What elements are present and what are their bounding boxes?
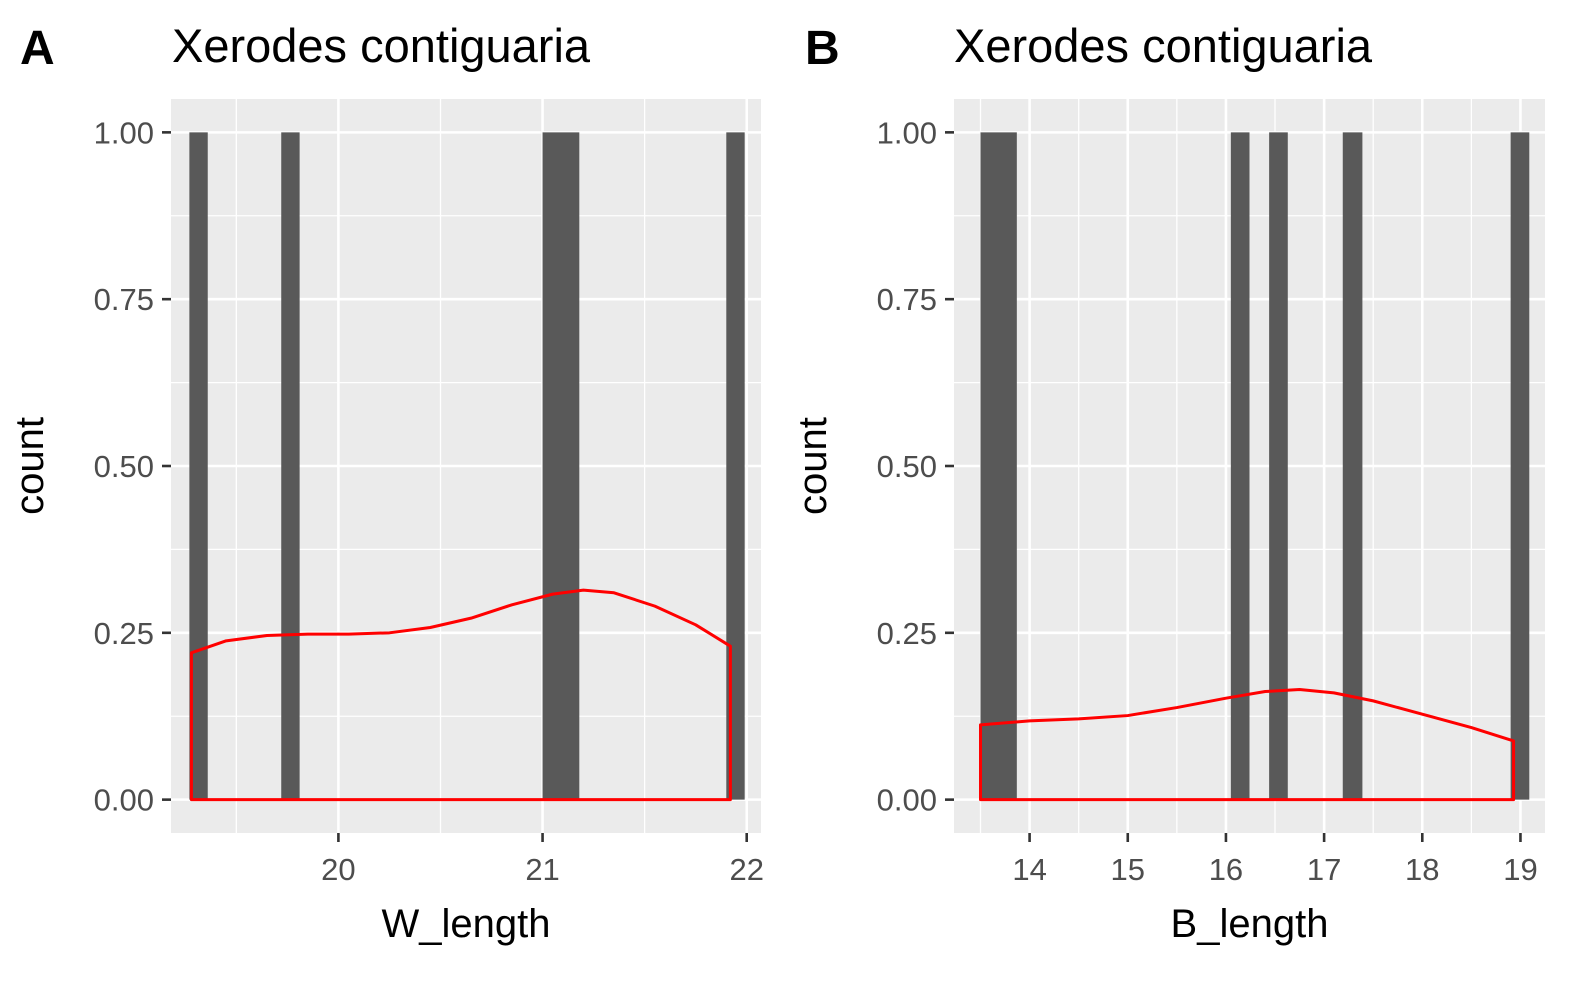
x-axis-a: 20 21 22 — [321, 833, 764, 887]
x-tick-label: 22 — [729, 852, 763, 887]
density-curve-a — [189, 588, 732, 802]
x-axis-b: 14 15 16 17 18 19 — [1012, 833, 1538, 887]
panel-tag-b: B — [805, 22, 840, 75]
y-tick-label: 0.50 — [94, 449, 154, 484]
y-tick-label: 0.75 — [94, 282, 154, 317]
y-axis-title-a: count — [8, 417, 52, 515]
x-tick-label: 20 — [321, 852, 355, 887]
y-tick-label: 0.25 — [94, 616, 154, 651]
panel-tag-a: A — [20, 22, 55, 75]
x-tick-label: 18 — [1405, 852, 1439, 887]
density-curve-b — [979, 688, 1516, 802]
x-tick-label: 14 — [1012, 852, 1046, 887]
x-axis-title-a: W_length — [382, 902, 551, 946]
y-axis-b: 0.00 0.25 0.50 0.75 1.00 — [877, 115, 954, 818]
y-tick-label: 0.00 — [877, 783, 937, 818]
histogram-bar — [281, 132, 300, 800]
histogram-bar — [542, 132, 580, 800]
x-tick-label: 16 — [1209, 852, 1243, 887]
histogram-bar — [726, 132, 745, 800]
x-axis-title-b: B_length — [1171, 902, 1329, 946]
histogram-bar — [189, 132, 208, 800]
y-tick-label: 0.50 — [877, 449, 937, 484]
panel-a: A Xerodes contiguaria 0.00 0.25 0.50 0.75 1.… — [8, 19, 764, 946]
histogram-bar — [1510, 132, 1530, 800]
histogram-bar — [980, 132, 1017, 800]
y-tick-label: 0.75 — [877, 282, 937, 317]
y-tick-label: 0.00 — [94, 783, 154, 818]
bars-a — [189, 132, 745, 800]
y-axis-a: 0.00 0.25 0.50 0.75 1.00 — [94, 115, 171, 818]
histogram-bar — [1230, 132, 1250, 800]
panel-b: B Xerodes contiguaria 0.00 0.25 0.50 0.75 1.… — [791, 19, 1545, 946]
histogram-bar — [1269, 132, 1288, 800]
x-tick-label: 21 — [525, 852, 559, 887]
y-tick-label: 1.00 — [877, 115, 937, 150]
y-axis-title-b: count — [791, 417, 835, 515]
bars-b — [980, 132, 1530, 800]
histogram-bar — [1342, 132, 1363, 800]
x-tick-label: 15 — [1111, 852, 1145, 887]
plot-title-b: Xerodes contiguaria — [954, 19, 1373, 72]
plot-title-a: Xerodes contiguaria — [172, 19, 591, 72]
y-tick-label: 1.00 — [94, 115, 154, 150]
x-tick-label: 17 — [1307, 852, 1341, 887]
y-tick-label: 0.25 — [877, 616, 937, 651]
x-tick-label: 19 — [1503, 852, 1537, 887]
